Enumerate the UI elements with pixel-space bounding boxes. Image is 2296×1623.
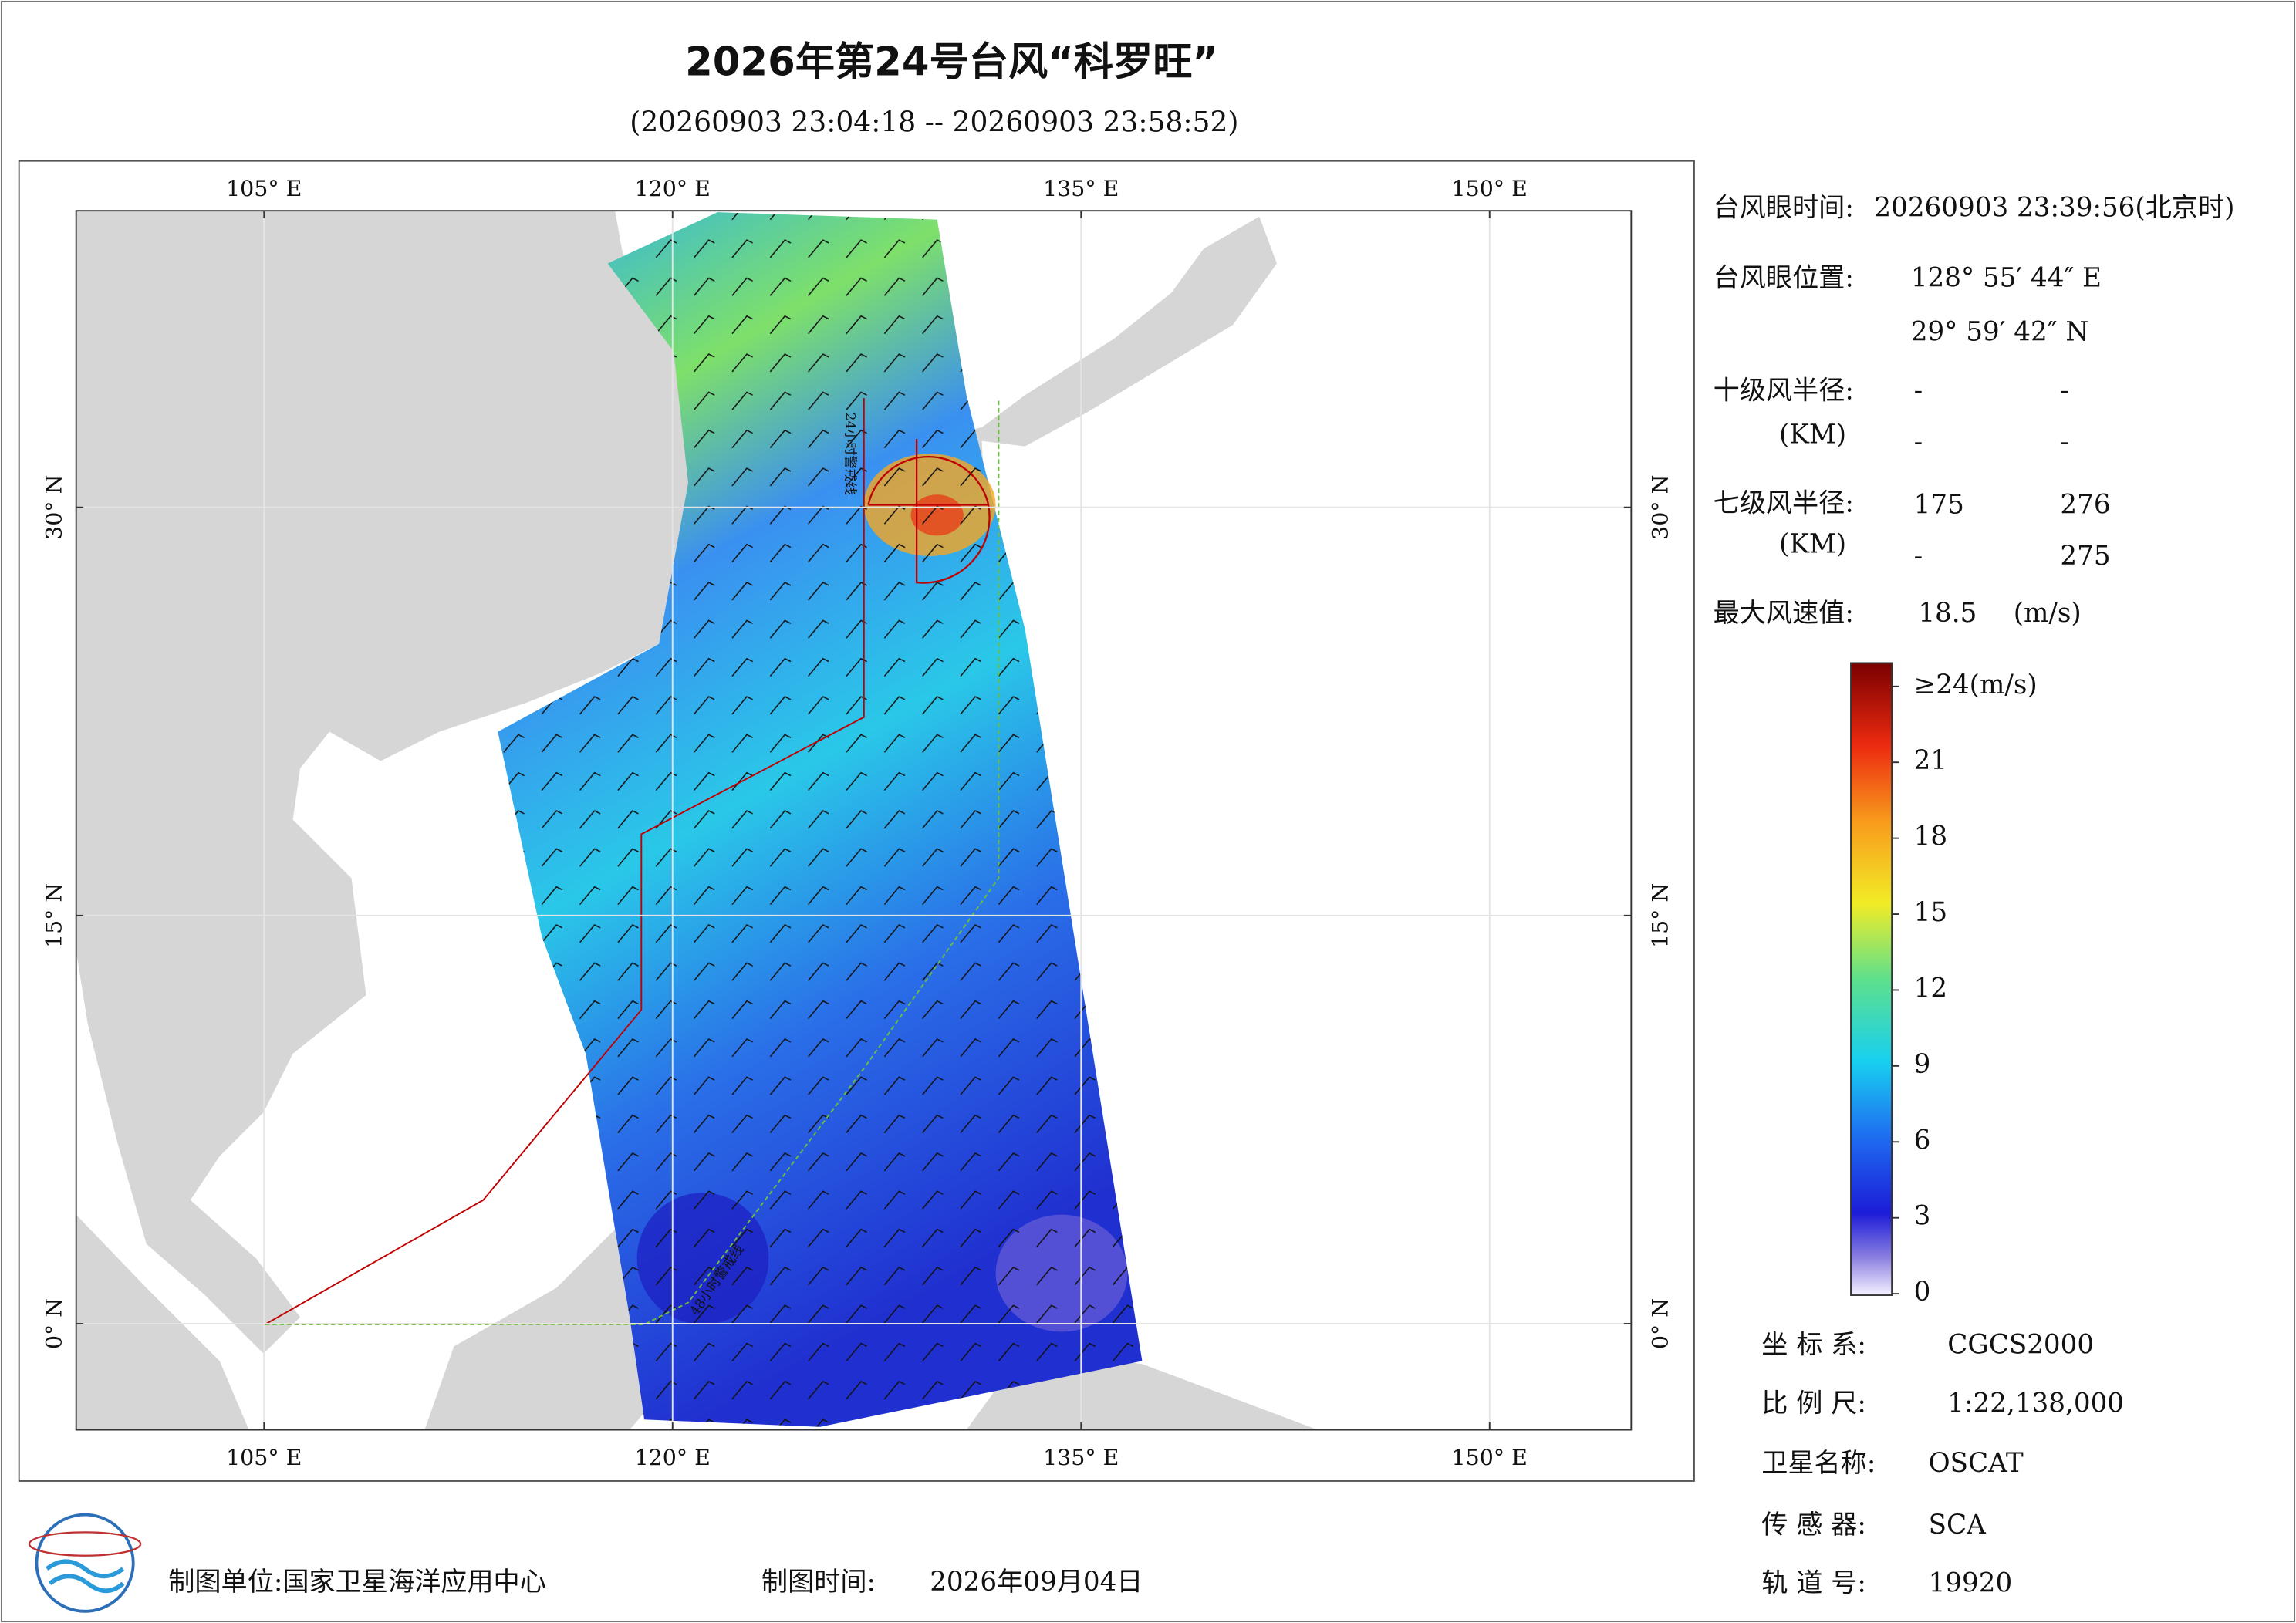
- colorbar-label: 18: [1914, 822, 1947, 852]
- value: SCA: [1929, 1510, 1987, 1540]
- value: 19920: [1929, 1568, 2013, 1599]
- value: 275: [2060, 541, 2110, 572]
- colorbar-label: 3: [1914, 1201, 1931, 1232]
- label: 比 例 尺:: [1761, 1388, 1866, 1419]
- warning-label: 24小时警戒线: [842, 413, 857, 495]
- label: 传 感 器:: [1761, 1510, 1866, 1540]
- label: (KM): [1779, 419, 1846, 450]
- colorbar: [1850, 662, 1893, 1296]
- label: 十级风半径:: [1714, 375, 1854, 406]
- lon-label: 135° E: [1043, 1445, 1119, 1470]
- value: 29° 59′ 42″ N: [1911, 317, 2088, 348]
- value: 128° 55′ 44″ E: [1911, 262, 2102, 293]
- value: -: [2060, 375, 2069, 406]
- label: 轨 道 号:: [1761, 1568, 1866, 1599]
- value: -: [1914, 541, 1923, 572]
- lat-label: 0° N: [1648, 1298, 1673, 1349]
- title: 2026年第24号台风“科罗旺”: [685, 39, 1218, 85]
- map-panel: [18, 160, 1695, 1482]
- lon-label: 120° E: [635, 1445, 711, 1470]
- warning-line-24h: [265, 398, 865, 1325]
- colorbar-label: 12: [1914, 973, 1947, 1004]
- label: 台风眼位置:: [1714, 262, 1854, 293]
- label: 七级风半径:: [1714, 488, 1854, 519]
- value: 175: [1914, 489, 1964, 520]
- lon-label: 105° E: [226, 1445, 302, 1470]
- colorbar-label: 9: [1914, 1049, 1931, 1080]
- value: CGCS2000: [1947, 1329, 2094, 1360]
- lat-label: 30° N: [42, 475, 67, 540]
- label: 卫星名称:: [1761, 1448, 1876, 1479]
- map-frame: [75, 210, 1633, 1431]
- value: 1:22,138,000: [1947, 1388, 2124, 1419]
- colorbar-label: 15: [1914, 897, 1947, 928]
- label: 台风眼时间:: [1714, 192, 1854, 223]
- colorbar-label: 0: [1914, 1277, 1931, 1308]
- colorbar-label: ≥24(m/s): [1914, 670, 2038, 700]
- lat-label: 0° N: [42, 1298, 67, 1349]
- lon-label: 105° E: [226, 176, 302, 201]
- unit: (m/s): [2014, 598, 2082, 629]
- colorbar-label: 6: [1914, 1125, 1931, 1156]
- lat-label: 15° N: [1648, 883, 1673, 948]
- lat-label: 15° N: [42, 883, 67, 948]
- lon-label: 150° E: [1452, 176, 1528, 201]
- value: -: [2060, 427, 2069, 457]
- warning-line-48h: [265, 398, 1000, 1325]
- value: 2026年09月04日: [930, 1567, 1143, 1598]
- colorbar-label: 21: [1914, 745, 1947, 776]
- label: 坐 标 系:: [1761, 1329, 1866, 1360]
- map: 24小时警戒线 48小时警戒线: [76, 211, 1632, 1430]
- label: 最大风速值:: [1714, 598, 1854, 629]
- label: (KM): [1779, 529, 1846, 560]
- wind-barbs: [498, 212, 1143, 1427]
- meta: 坐 标 系: CGCS2000 比 例 尺: 1:22,138,000 卫星名称…: [168, 1329, 2124, 1598]
- subtitle: (20260903 23:04:18 -- 20260903 23:58:52): [630, 106, 1238, 139]
- label: 制图单位:国家卫星海洋应用中心: [168, 1567, 546, 1598]
- lon-label: 150° E: [1452, 1445, 1528, 1470]
- lat-label: 30° N: [1648, 475, 1673, 540]
- logo: [28, 1513, 142, 1613]
- lon-label: 120° E: [635, 176, 711, 201]
- label: 制图时间:: [761, 1567, 876, 1598]
- value: OSCAT: [1929, 1448, 2024, 1479]
- value: -: [1914, 375, 1923, 406]
- info-panel: 台风眼时间: 20260903 23:39:56(北京时) 台风眼位置: 128…: [1714, 192, 2235, 629]
- value: 18.5: [1918, 598, 1977, 629]
- value: 276: [2060, 489, 2110, 520]
- value: 20260903 23:39:56(北京时): [1874, 192, 2234, 223]
- value: -: [1914, 427, 1923, 457]
- wind-radius: [867, 439, 991, 584]
- lon-label: 135° E: [1043, 176, 1119, 201]
